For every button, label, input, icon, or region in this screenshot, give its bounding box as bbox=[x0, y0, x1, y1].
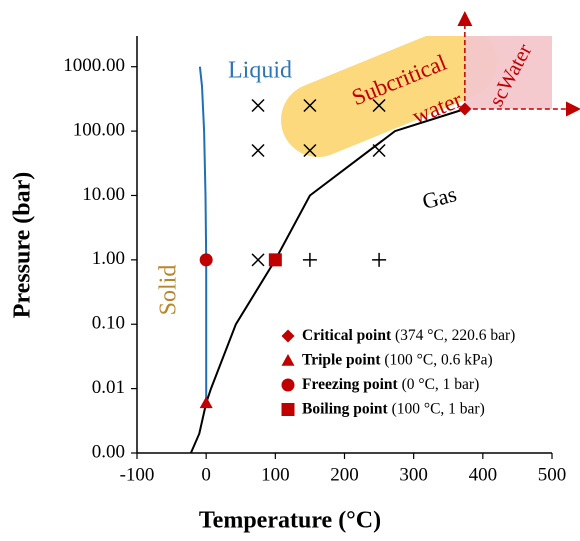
point-marker bbox=[268, 253, 282, 267]
cross-stroke bbox=[251, 143, 265, 158]
cross-stroke bbox=[251, 98, 265, 113]
y-tick-label: 10.00 bbox=[82, 184, 125, 205]
cross-marker bbox=[251, 143, 265, 158]
plus-marker bbox=[372, 252, 387, 267]
legend-marker bbox=[281, 354, 295, 366]
point-marker bbox=[199, 396, 213, 409]
cross-marker bbox=[372, 143, 386, 158]
cross-marker bbox=[251, 253, 265, 267]
x-axis-label: Temperature (°C) bbox=[199, 508, 381, 534]
supercritical-region bbox=[464, 36, 552, 109]
x-tick-label: 300 bbox=[399, 464, 428, 485]
legend-entry: Critical point (374 °C, 220.6 bar) bbox=[302, 327, 515, 344]
legend-entry: Triple point (100 °C, 0.6 kPa) bbox=[302, 351, 493, 368]
cross-stroke bbox=[303, 143, 317, 158]
legend-detail: (374 °C, 220.6 bar) bbox=[395, 327, 515, 344]
cross-marker bbox=[251, 98, 265, 113]
point-marker bbox=[199, 253, 213, 267]
legend-entry: Freezing point (0 °C, 1 bar) bbox=[302, 376, 479, 393]
x-tick-label: 400 bbox=[469, 464, 498, 485]
y-axis-label: Pressure (bar) bbox=[10, 172, 36, 318]
y-tick-label: 0.00 bbox=[92, 441, 125, 462]
cross-stroke bbox=[303, 98, 317, 113]
y-tick-label: 0.01 bbox=[92, 377, 125, 398]
x-tick-label: 500 bbox=[538, 464, 567, 485]
legend-entry: Boiling point (100 °C, 1 bar) bbox=[302, 400, 485, 417]
cross-stroke bbox=[372, 98, 386, 113]
legend-name: Triple point bbox=[302, 351, 381, 368]
x-tick-label: 0 bbox=[201, 464, 211, 485]
legend-detail: (100 °C, 1 bar) bbox=[392, 400, 485, 417]
y-tick-label: 100.00 bbox=[73, 119, 125, 140]
x-tick-label: -100 bbox=[120, 464, 155, 485]
legend-name: Critical point bbox=[302, 327, 392, 344]
cross-marker bbox=[303, 143, 317, 158]
subcritical-region bbox=[281, 36, 497, 157]
region-label: Solid bbox=[156, 265, 182, 316]
y-tick-label: 1000.00 bbox=[63, 55, 125, 76]
regions bbox=[281, 36, 552, 157]
x-tick-label: 200 bbox=[330, 464, 359, 485]
legend-detail: (100 °C, 0.6 kPa) bbox=[384, 351, 492, 368]
legend-marker bbox=[281, 378, 295, 392]
cross-marker bbox=[303, 98, 317, 113]
point-marker bbox=[458, 102, 472, 116]
plus-marker bbox=[302, 252, 317, 267]
legend-name: Freezing point bbox=[302, 376, 399, 393]
legend-name: Boiling point bbox=[302, 400, 389, 417]
phase-boundary bbox=[189, 108, 466, 454]
legend-marker bbox=[281, 403, 295, 416]
legend-marker bbox=[281, 329, 295, 343]
region-label: Gas bbox=[420, 181, 460, 214]
legend-detail: (0 °C, 1 bar) bbox=[402, 376, 480, 393]
x-tick-label: 100 bbox=[261, 464, 290, 485]
cross-stroke bbox=[372, 143, 386, 158]
cross-stroke bbox=[251, 253, 265, 267]
y-tick-label: 0.10 bbox=[92, 313, 125, 334]
cross-marker bbox=[372, 98, 386, 113]
phase-boundary bbox=[198, 66, 208, 403]
region-label: Liquid bbox=[228, 58, 292, 84]
y-tick-label: 1.00 bbox=[92, 248, 125, 269]
